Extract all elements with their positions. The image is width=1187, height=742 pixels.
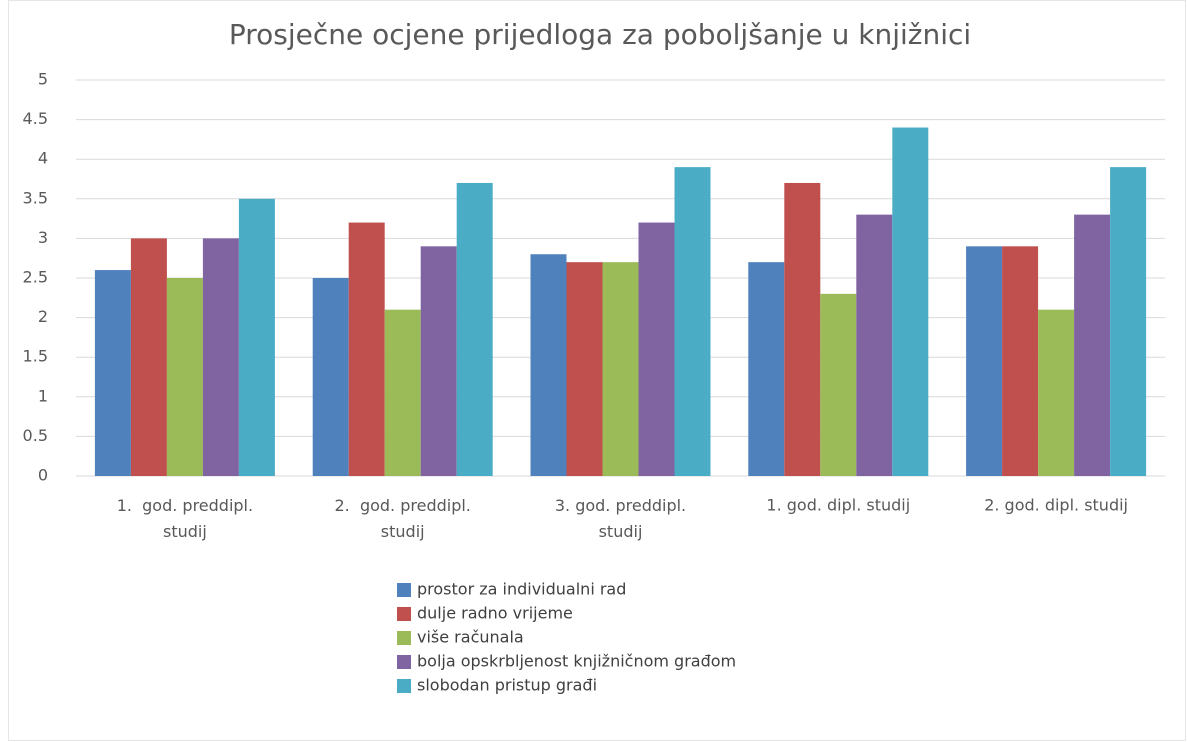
bar: [94, 270, 131, 476]
y-tick-label: 5: [38, 70, 48, 89]
legend-label: bolja opskrbljenost knjižničnom građom: [417, 652, 736, 671]
y-tick-label: 1.5: [23, 347, 48, 366]
bar: [456, 182, 493, 476]
bar: [784, 182, 821, 476]
y-tick-label: 2.5: [23, 268, 48, 287]
bar: [820, 293, 857, 476]
x-tick-label: 2. god. dipl. studij: [984, 496, 1128, 515]
x-tick-label: 3. god. preddipl. studij: [555, 496, 686, 541]
bar: [566, 262, 603, 476]
legend-swatch: [397, 679, 411, 693]
bar: [602, 262, 639, 476]
legend-label: prostor za individualni rad: [417, 580, 626, 599]
bar: [420, 246, 457, 476]
bar: [638, 222, 675, 476]
bar: [1074, 214, 1111, 476]
y-tick-label: 3.5: [23, 188, 48, 207]
legend-label: slobodan pristup građi: [417, 676, 597, 695]
x-tick-label: 2. god. preddipl. studij: [335, 496, 471, 541]
bar: [530, 254, 567, 476]
legend-swatch: [397, 583, 411, 597]
bar: [856, 214, 893, 476]
legend-swatch: [397, 655, 411, 669]
bar: [748, 262, 785, 476]
bar: [892, 127, 929, 477]
bar: [674, 167, 711, 476]
bar: [130, 238, 167, 476]
bar: [238, 198, 275, 477]
bar: [348, 222, 385, 476]
bar: [1038, 309, 1075, 476]
bar: [202, 238, 239, 476]
legend-label: dulje radno vrijeme: [417, 604, 573, 623]
x-tick-label: 1. god. preddipl. studij: [117, 496, 253, 541]
y-tick-label: 1: [38, 386, 48, 405]
bar: [166, 278, 203, 476]
y-tick-label: 0.5: [23, 426, 48, 445]
y-tick-label: 4: [38, 149, 48, 168]
legend-swatch: [397, 607, 411, 621]
bar: [1002, 246, 1039, 476]
bar: [384, 309, 421, 476]
bar: [312, 278, 349, 476]
y-tick-label: 2: [38, 307, 48, 326]
chart-title: Prosječne ocjene prijedloga za poboljšan…: [229, 18, 971, 51]
y-tick-label: 4.5: [23, 109, 48, 128]
legend-label: više računala: [417, 628, 524, 647]
y-tick-label: 0: [38, 466, 48, 485]
bar: [966, 246, 1003, 476]
x-tick-label: 1. god. dipl. studij: [766, 496, 910, 515]
bar: [1110, 167, 1147, 476]
y-tick-label: 3: [38, 228, 48, 247]
legend-swatch: [397, 631, 411, 645]
